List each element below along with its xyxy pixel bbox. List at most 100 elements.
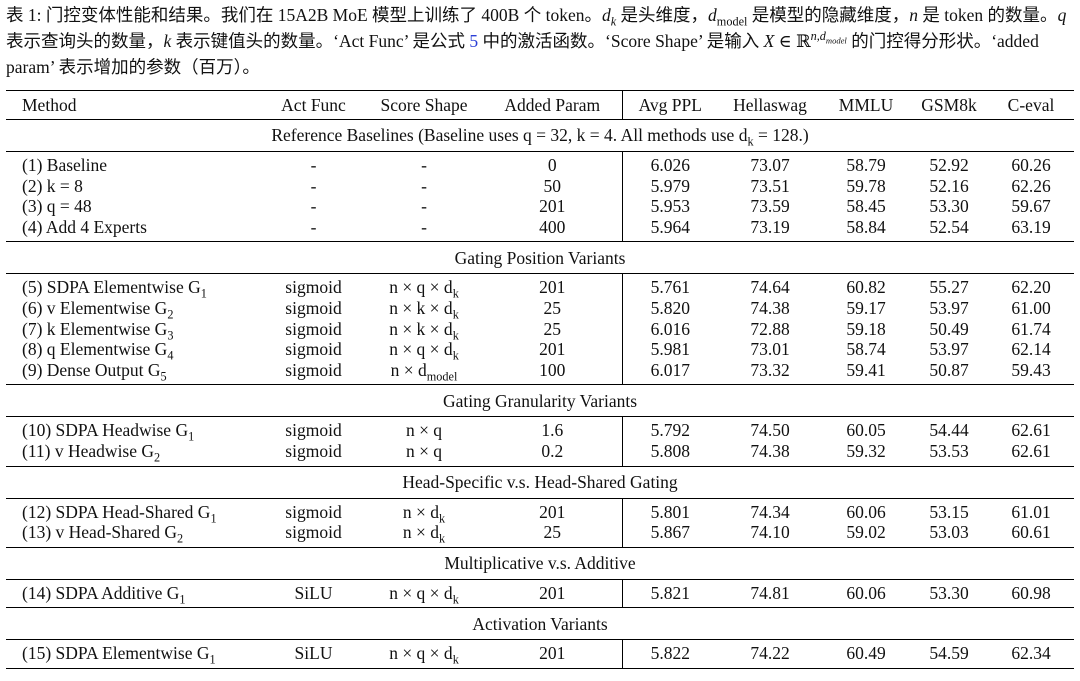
cell: 5.867 [621,522,718,548]
cell-part: (13) v Head-Shared G [22,522,178,543]
cell: 74.38 [750,297,790,318]
cell: sigmoid [285,359,342,380]
cell: 60.82 [846,277,886,298]
caption-text: 是模型的隐藏维度， [747,5,910,25]
cell: (4) Add 4 Experts [22,216,147,237]
cell-part: (9) Dense Output G [22,359,161,380]
cell: n × dmodel [365,360,483,385]
cell: (12) SDPA Head-Shared G1 [6,498,262,525]
cell: n × q × dk [365,579,483,608]
column-header: Hellaswag [733,94,807,115]
cell: 5.964 [621,216,718,242]
cell-part: model [426,369,458,384]
cell: - [310,196,317,217]
cell: 61.01 [1011,501,1051,522]
cell-part: 1 [200,286,207,301]
cell: 73.01 [750,339,790,360]
section-row: Multiplicative v.s. Additive [6,546,1074,580]
cell: 6.017 [621,359,718,385]
cell-part: k [439,531,446,546]
cell: 53.30 [929,196,969,217]
cell: (10) SDPA Headwise G1 [6,417,262,443]
cell-part: (15) SDPA Elementwise G [22,643,210,664]
cell-part: (5) SDPA Elementwise G [22,277,201,298]
cell: 74.81 [750,582,790,603]
caption-text: d [708,5,717,25]
cell-part: (6) v Elementwise G [22,297,168,318]
column-header: Score Shape [380,94,468,115]
cell: 5.821 [621,579,718,608]
cell: 59.43 [1011,359,1051,380]
caption-text: 表示键值头的数量。‘Act Func’ 是公式 [171,31,470,51]
column-header: Avg PPL [621,90,718,120]
cell: sigmoid [285,277,342,298]
caption-text: ∈ ℝ [774,31,811,51]
cell: 61.00 [1011,297,1051,318]
data-row: (12) SDPA Head-Shared G1 sigmoid n × dk 201… [6,498,1074,525]
cell-part: 5 [160,369,167,384]
caption-text: 表 1: 门控变体性能和结果。我们在 15A2B MoE 模型上训练了 400B… [6,5,602,25]
section-title: Head-Specific v.s. Head-Shared Gating [6,465,1074,499]
header-row: Method Act Func Score Shape Added Param Avg … [6,90,1074,120]
data-row: (11) v Headwise G2 sigmoid n × q 0.2 5.808 74… [6,440,1074,467]
cell: n × q [405,440,443,461]
caption-text: X [763,31,775,51]
cell-part: n × q × d [389,643,453,664]
section-title: Gating Granularity Variants [6,384,1074,418]
cell: 74.38 [750,440,790,461]
cell: 53.97 [929,339,969,360]
data-row: (5) SDPA Elementwise G1 sigmoid n × q × dk… [6,273,1074,301]
cell: 201 [539,277,566,298]
cell: sigmoid [285,339,342,360]
cell: (7) k Elementwise G3 [6,319,262,342]
cell: 60.98 [1011,582,1051,603]
cell: 73.32 [750,359,790,380]
caption-text: k [610,14,617,29]
cell: sigmoid [285,522,342,543]
cell: 5.953 [621,196,718,217]
cell: n × dk [365,498,483,525]
cell: (15) SDPA Elementwise G1 [6,640,262,669]
cell: 59.32 [846,440,886,461]
cell-part: n × q × d [389,339,453,360]
cell-part: k [452,286,459,301]
cell-part: 4 [167,348,174,363]
cell: sigmoid [285,440,342,461]
cell: n × q × dk [365,339,483,362]
cell: 62.20 [1011,277,1051,298]
cell: 54.44 [929,420,969,441]
column-header: GSM8k [921,94,977,115]
cell: 74.10 [750,522,790,543]
caption-text: 是 token 的数量。 [918,5,1058,25]
caption-text: n [909,5,919,25]
cell: 0.2 [541,440,564,461]
data-row: (15) SDPA Elementwise G1 SiLU n × q × dk 20… [6,639,1074,669]
cell: (14) SDPA Additive G1 [6,579,262,608]
cell: 52.54 [929,216,969,237]
cell-part: k [452,652,459,667]
cell: 73.07 [750,155,790,175]
cell: 5.979 [621,175,718,197]
data-row: (6) v Elementwise G2 sigmoid n × k × dk 25 5… [6,297,1074,321]
cell: n × q × dk [365,640,483,669]
caption-text: 是头维度， [616,5,709,25]
cell: 50.87 [929,359,969,380]
cell: 58.84 [846,216,886,237]
cell: 60.06 [846,501,886,522]
cell: 25 [543,318,562,339]
column-header: Added Param [504,94,601,115]
cell: SiLU [294,582,333,603]
caption-text: q [1057,5,1067,25]
cell: 60.61 [1011,522,1051,543]
cell-part: (8) q Elementwise G [22,339,168,360]
cell: n × dk [365,522,483,547]
cell-part: n × q × d [389,277,453,298]
cell: (9) Dense Output G5 [6,360,262,385]
data-row: (8) q Elementwise G4 sigmoid n × q × dk 201… [6,339,1074,363]
column-header: Method [22,94,77,115]
cell: 63.19 [1011,216,1051,237]
column-header: Act Func [281,94,346,115]
data-row: (14) SDPA Additive G1 SiLU n × q × dk 201 5.… [6,579,1074,608]
cell: 53.53 [929,440,969,461]
cell: 62.61 [1011,420,1051,441]
